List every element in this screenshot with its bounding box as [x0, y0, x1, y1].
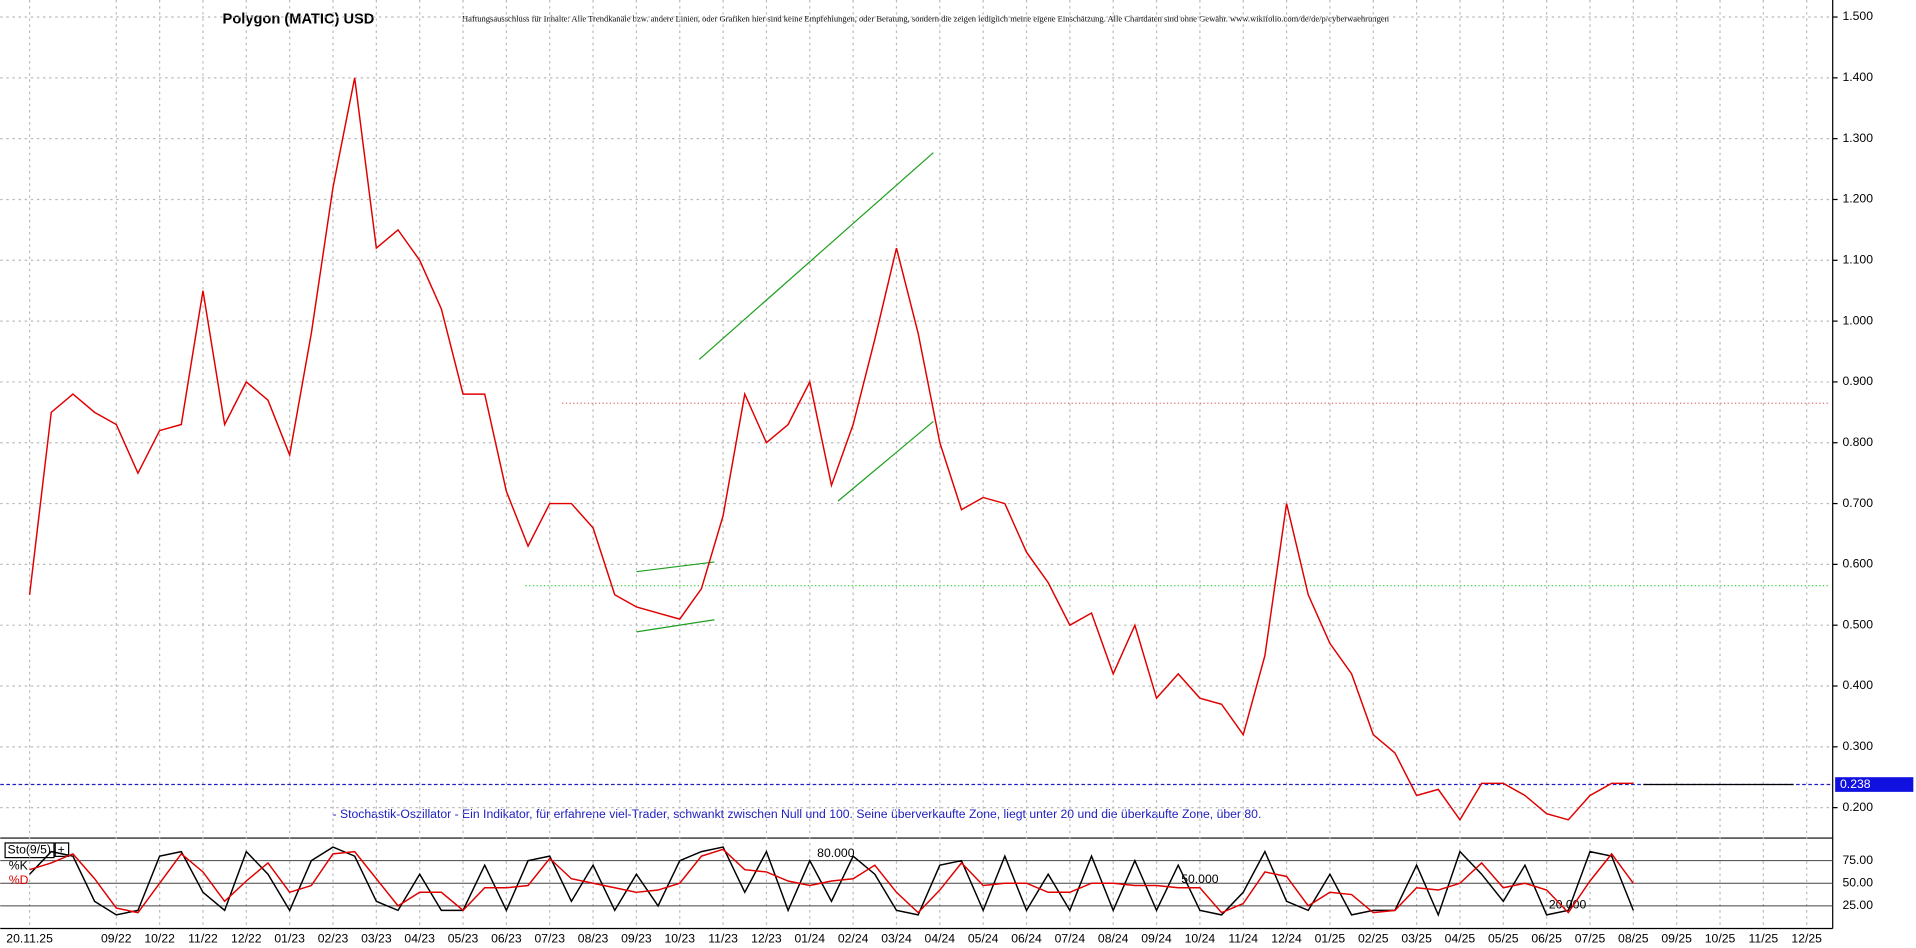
x-tick-label: 09/23	[621, 932, 652, 946]
x-tick-label: 03/23	[361, 932, 392, 946]
y-tick-label: 1.100	[1842, 253, 1873, 267]
x-tick-label: 10/22	[144, 932, 175, 946]
y-tick-label: 1.500	[1842, 9, 1873, 23]
trend-line	[837, 420, 934, 502]
x-tick-label: 11/24	[1228, 932, 1258, 946]
y-tick-label: 0.500	[1842, 617, 1873, 631]
x-tick-label: 08/23	[578, 932, 609, 946]
x-tick-label: 05/25	[1488, 932, 1519, 946]
x-tick-label: 01/25	[1315, 932, 1346, 946]
x-tick-label: 04/24	[925, 932, 956, 946]
chart-title: Polygon (MATIC) USD	[223, 11, 375, 27]
y-tick-label: 25.00	[1842, 898, 1873, 912]
stoch-line	[29, 848, 1634, 914]
disclaimer: Haftungsausschluss für Inhalte: Alle Tre…	[462, 14, 1390, 24]
price-line	[28, 77, 1634, 822]
y-tick-label: 75.00	[1842, 853, 1873, 867]
x-tick-label: 01/23	[274, 932, 305, 946]
x-tick-label: 02/24	[838, 932, 869, 946]
x-tick-label: 12/25	[1791, 932, 1822, 946]
x-tick-label: 09/25	[1661, 932, 1692, 946]
trend-line	[698, 152, 934, 360]
x-tick-label: 03/24	[881, 932, 912, 946]
expand-icon[interactable]: +	[58, 842, 65, 856]
x-tick-label: 07/24	[1055, 932, 1086, 946]
x-tick-label: 12/24	[1271, 932, 1302, 946]
x-tick-label: 11/22	[188, 932, 218, 946]
level-label: 50.000	[1181, 872, 1219, 886]
y-tick-label: 0.300	[1842, 739, 1873, 753]
y-tick-label: 0.800	[1842, 435, 1873, 449]
y-tick-label: 1.300	[1842, 131, 1873, 145]
x-tick-label: 06/24	[1011, 932, 1042, 946]
y-tick-label: 1.400	[1842, 70, 1873, 84]
x-tick-label: 05/23	[448, 932, 479, 946]
y-tick-label: 1.000	[1842, 313, 1873, 327]
x-tick-label: 12/22	[231, 932, 262, 946]
annotation: - Stochastik-Oszillator - Ein Indikator,…	[333, 807, 1262, 821]
x-tick-label: 10/24	[1185, 932, 1216, 946]
level-label: 80.000	[817, 846, 855, 860]
x-tick-label: 09/22	[101, 932, 132, 946]
x-tick-label: 02/25	[1358, 932, 1389, 946]
trend-line	[636, 561, 715, 573]
legend-entry: %K	[9, 858, 28, 872]
x-tick-label: 06/25	[1531, 932, 1562, 946]
legend-entry: %D	[9, 873, 29, 887]
x-tick-label: 11/23	[708, 932, 738, 946]
x-tick-label: 07/23	[534, 932, 565, 946]
x-tick-label: 04/23	[404, 932, 435, 946]
x-tick-label: 10/25	[1705, 932, 1736, 946]
y-tick-label: 0.700	[1842, 496, 1873, 510]
x-tick-label: 05/24	[968, 932, 999, 946]
y-tick-label: 0.200	[1842, 800, 1873, 814]
x-tick-label: 06/23	[491, 932, 522, 946]
x-tick-label: 03/25	[1401, 932, 1432, 946]
x-tick-label: 11/25	[1749, 932, 1779, 946]
x-tick-label: 07/25	[1575, 932, 1606, 946]
y-tick-label: 0.400	[1842, 678, 1873, 692]
y-tick-label: 50.00	[1842, 875, 1873, 889]
y-tick-label: 1.200	[1842, 192, 1873, 206]
level-label: 20.000	[1549, 897, 1587, 911]
y-tick-label: 0.900	[1842, 374, 1873, 388]
last-price-box	[1835, 777, 1914, 792]
x-tick-label: 10/23	[664, 932, 695, 946]
trend-line	[636, 619, 715, 633]
stoch-line	[29, 846, 1635, 917]
x-tick-label: 09/24	[1141, 932, 1172, 946]
x-tick-label: 04/25	[1445, 932, 1476, 946]
last-price-label: 0.238	[1840, 777, 1871, 791]
x-tick-label: 08/24	[1098, 932, 1129, 946]
y-tick-label: 0.600	[1842, 557, 1873, 571]
x-tick-label: 02/23	[318, 932, 349, 946]
x-tick-label: 20.11.25	[6, 932, 53, 946]
x-tick-label: 12/23	[751, 932, 782, 946]
x-tick-label: 01/24	[795, 932, 826, 946]
x-tick-label: 08/25	[1618, 932, 1649, 946]
